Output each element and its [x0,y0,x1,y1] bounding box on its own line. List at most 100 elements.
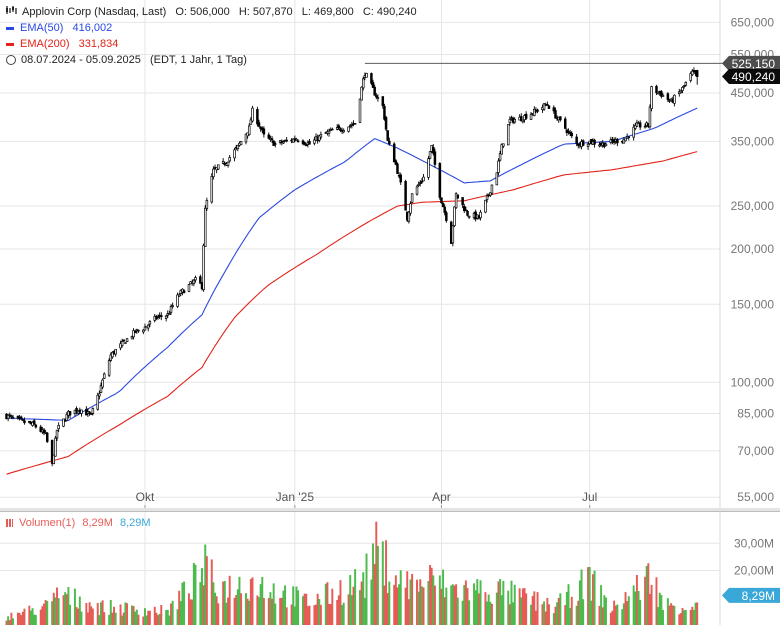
volume-bar [51,601,54,625]
volume-bar [256,595,259,625]
resistance-badge: 525,150 [722,55,780,71]
volume-bar [318,599,321,625]
volume-bar [54,597,57,625]
volume-bar [577,600,580,625]
volume-bar [225,602,228,625]
candle-body [171,305,174,307]
volume-bar [520,597,523,625]
volume-bar [547,604,550,625]
volume-bar [590,600,593,625]
volume-bar [512,602,515,625]
volume-bar [513,584,516,625]
candle-body [160,315,163,318]
volume-bar [8,620,11,625]
legend-ema200-row[interactable]: EMA(200) 331,834 [6,37,118,51]
candle-body [570,133,574,137]
legend-ema50-row[interactable]: EMA(50) 416,002 [6,21,112,35]
volume-bar [285,607,288,625]
volume-bar [336,599,339,625]
volume-bar [450,585,453,625]
volume-bar [622,603,625,625]
volume-bar [385,540,388,625]
candle-body [10,415,13,418]
period-note: (EDT, 1 Jahr, 1 Tag) [149,54,247,66]
volume-bar [476,579,479,625]
candle-body [295,138,298,141]
volume-bar [580,569,583,625]
volume-bar [101,600,104,625]
volume-bar [536,592,539,625]
volume-bar [381,541,384,625]
volume-bar [510,580,513,625]
candle-body [164,315,168,319]
candle-body [23,420,26,424]
candle-body [148,321,152,325]
volume-bar [648,594,651,625]
volume-bar [214,592,216,625]
pane-separator[interactable] [0,508,780,512]
volume-bar [396,587,399,625]
volume-bar [319,604,322,625]
volume-bar [429,565,432,625]
candle-body [335,127,339,130]
candle-body [508,119,512,124]
volume-bar [227,597,230,625]
volume-bar [639,599,642,625]
volume-bar [302,596,304,625]
volume-bar [248,600,251,625]
candle-body [327,130,331,134]
instrument-label: Applovin Corp (Nasdaq, Last) [22,6,167,18]
volume-bar [399,570,402,625]
y-tick-label: 70,000 [737,444,774,458]
volume-bar [130,605,133,625]
candle-body [177,294,181,297]
volume-bar [388,581,391,625]
candle-body [233,149,236,159]
candle-body [156,316,160,318]
volume-bar [525,593,528,625]
volume-bar [386,593,389,625]
candle-body [542,103,546,110]
candle-body [91,408,95,414]
volume-bar [86,612,89,625]
volume-bar [456,597,459,625]
candle-body [554,110,557,119]
volume-bar [490,603,493,625]
volume-bar [34,614,37,625]
volume-bar [137,614,140,625]
volume-bar [10,612,13,625]
volume-bar [342,602,345,625]
candle-body [384,117,388,130]
candle-body [272,140,275,146]
candle-body [308,141,311,145]
volume-bar [280,597,283,625]
candle-body [371,82,375,88]
volume-bar [407,599,410,625]
volume-bar [531,596,534,625]
volume-bar [223,580,226,625]
volume-bar [132,606,135,625]
volume-bar [635,575,638,625]
volume-bar [479,580,482,625]
candle-body [489,192,492,196]
candle-body [586,143,590,147]
volume-bar [350,595,353,625]
candle-body [650,86,653,109]
volume-bar [64,592,67,625]
candle-body [80,409,83,414]
candle-body [495,172,499,186]
candle-body [236,144,240,150]
volume-bar [108,614,111,625]
volume-bar [114,612,117,625]
volume-bar [634,591,637,625]
volume-bar [468,600,471,625]
x-tick-label: Okt [136,490,155,504]
volume-bar [662,609,664,625]
volume-bar [422,587,425,625]
volume-bar [466,588,469,625]
candle-body [552,107,556,112]
volume-bar [645,565,648,625]
volume-bar [489,601,492,625]
candle-body [274,143,277,145]
